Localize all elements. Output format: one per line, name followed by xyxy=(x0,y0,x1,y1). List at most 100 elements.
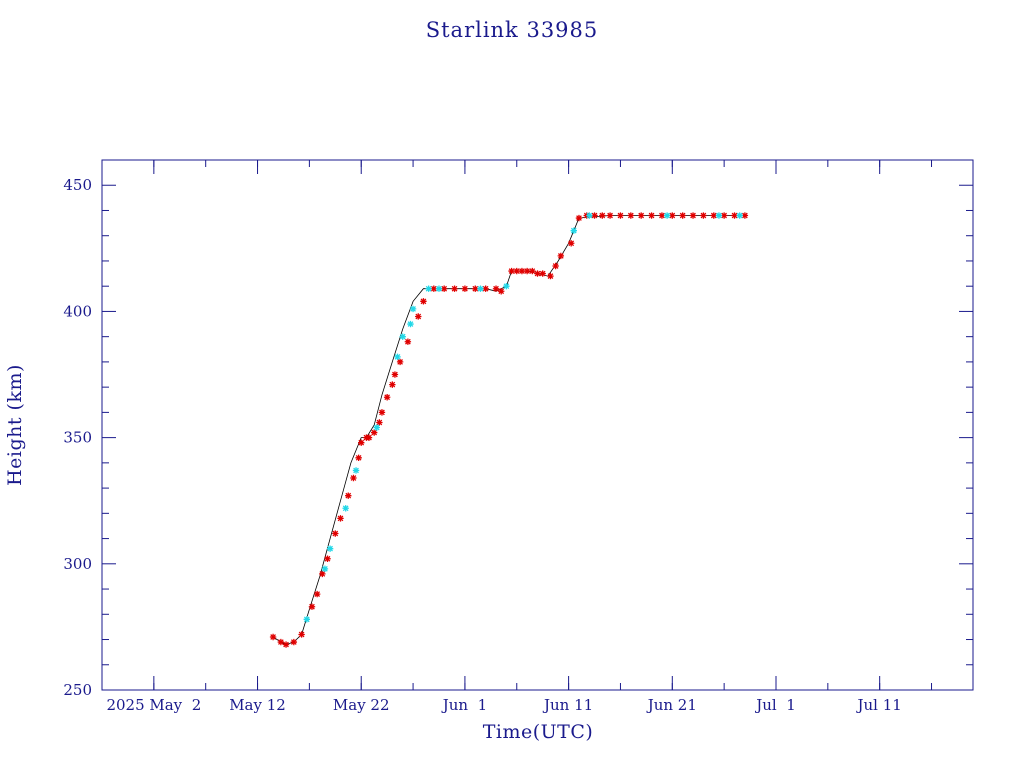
height-line xyxy=(272,215,745,646)
plot-frame xyxy=(101,159,974,691)
red-data-point xyxy=(606,212,614,219)
cyan-data-point xyxy=(373,424,380,431)
height-trace xyxy=(272,215,745,646)
red-data-point xyxy=(700,212,707,219)
red-data-point xyxy=(440,285,448,292)
red-data-point xyxy=(567,240,575,247)
red-data-point xyxy=(324,555,331,562)
red-data-point xyxy=(669,212,676,219)
red-data-point xyxy=(552,262,559,270)
red-data-point xyxy=(689,212,697,219)
red-data-point xyxy=(513,267,520,275)
cyan-data-point xyxy=(352,467,360,474)
red-data-point xyxy=(658,212,666,219)
red-data-point xyxy=(679,212,686,219)
red-data-point xyxy=(599,212,606,219)
cyan-data-point xyxy=(736,212,743,219)
cyan-data-point xyxy=(586,212,593,219)
red-data-point xyxy=(350,474,357,482)
x-tick-label: Jul 11 xyxy=(856,696,902,714)
chart-title: Starlink 33985 xyxy=(426,18,599,42)
red-data-point xyxy=(472,285,479,292)
cyan-data-point xyxy=(407,320,414,328)
red-data-point xyxy=(461,285,469,292)
red-data-point xyxy=(415,313,422,320)
red-data-point xyxy=(451,285,458,292)
red-data-point xyxy=(591,212,598,219)
x-tick-label: May 22 xyxy=(333,696,390,714)
red-data-point xyxy=(637,212,645,219)
cyan-data-point xyxy=(342,505,349,512)
red-data-point xyxy=(492,285,500,292)
y-tick-label: 300 xyxy=(63,555,92,573)
red-data-point xyxy=(319,570,326,578)
red-data-point xyxy=(482,285,489,292)
red-data-point xyxy=(358,439,365,446)
red-data-point xyxy=(741,212,749,219)
cyan-data-point xyxy=(394,353,401,361)
red-data-point xyxy=(617,212,624,219)
red-data-point xyxy=(498,288,505,295)
red-data-point xyxy=(376,419,383,426)
red-data-point xyxy=(269,633,277,641)
red-data-point xyxy=(298,631,305,638)
y-tick-label: 350 xyxy=(63,429,92,447)
red-data-point xyxy=(282,641,290,648)
x-axis-label: Time(UTC) xyxy=(483,721,594,743)
y-tick-label: 400 xyxy=(63,302,92,320)
red-data-point xyxy=(404,338,412,345)
red-data-point xyxy=(420,298,427,305)
red-data-point xyxy=(277,638,285,646)
red-data-point xyxy=(534,270,541,277)
red-data-point xyxy=(389,381,396,388)
red-data-point xyxy=(557,252,565,260)
red-data-point xyxy=(378,409,386,416)
red-data-point xyxy=(539,270,546,277)
red-data-point xyxy=(430,285,438,292)
cyan-data-point xyxy=(425,285,432,292)
red-data-point xyxy=(355,454,362,462)
cyan-data-point xyxy=(303,616,310,623)
red-data-point xyxy=(308,603,316,610)
cyan-data-point xyxy=(477,285,484,292)
red-data-point xyxy=(731,212,738,219)
x-tick-label: Jun 21 xyxy=(646,696,697,714)
cyan-data-point xyxy=(326,545,334,552)
red-data-point xyxy=(648,212,655,219)
red-data-point xyxy=(345,492,352,499)
cyan-data-point xyxy=(321,565,329,573)
red-data-point xyxy=(508,267,515,275)
red-data-point xyxy=(391,371,399,378)
red-data-point xyxy=(313,590,321,598)
red-data-point xyxy=(290,638,298,646)
red-data-point xyxy=(396,358,404,366)
axis-ticks xyxy=(102,159,973,691)
x-tick-label: 2025 May 2 xyxy=(106,696,201,714)
x-tick-label: Jun 1 xyxy=(441,696,487,714)
cyan-data-point xyxy=(715,212,723,219)
x-tick-label: May 12 xyxy=(229,696,286,714)
cyan-data-point xyxy=(570,227,577,234)
x-tick-label: Jun 11 xyxy=(542,696,593,714)
y-tick-labels: 250 300 350 400 450 xyxy=(63,176,92,699)
x-tick-label: Jul 1 xyxy=(754,696,796,714)
cyan-data-point xyxy=(435,285,443,292)
y-axis-label: Height (km) xyxy=(4,364,26,486)
cyan-data-point xyxy=(399,333,406,340)
y-tick-label: 450 xyxy=(63,176,92,194)
red-data-point xyxy=(529,267,536,275)
red-data-point xyxy=(710,212,717,219)
red-data-point xyxy=(575,214,583,222)
red-data-point xyxy=(518,267,526,275)
red-data-point xyxy=(365,434,373,441)
y-tick-label: 250 xyxy=(63,681,92,699)
cyan-data-point xyxy=(663,212,671,219)
red-data-point xyxy=(627,212,635,219)
red-data-point xyxy=(523,267,531,275)
data-markers xyxy=(269,212,749,648)
red-data-point xyxy=(720,212,728,219)
red-data-point xyxy=(337,515,344,522)
cyan-data-point xyxy=(409,305,417,313)
red-data-point xyxy=(383,394,391,401)
